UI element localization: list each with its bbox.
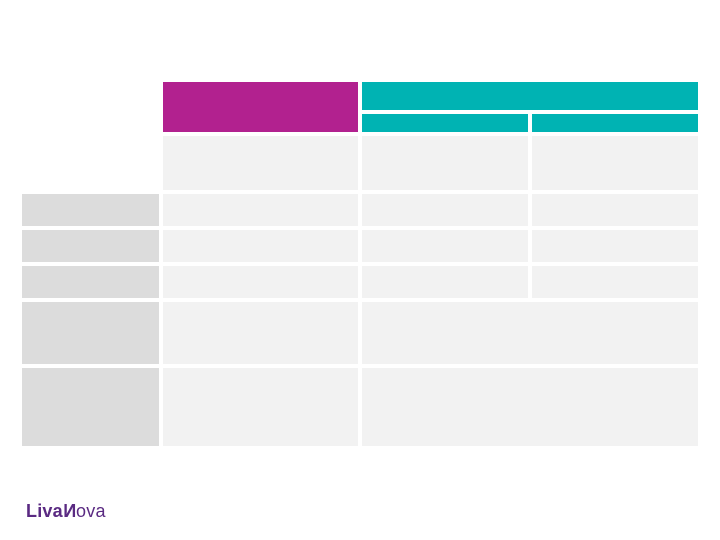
table-cell (362, 266, 528, 298)
table-cell (532, 114, 698, 132)
table-cell (22, 114, 159, 132)
table-row (22, 114, 698, 132)
table-cell (22, 82, 159, 110)
table-cell (532, 266, 698, 298)
table-row (22, 194, 698, 226)
table-cell (163, 194, 358, 226)
table-cell (163, 368, 358, 446)
table-cell (22, 194, 159, 226)
table-cell (163, 266, 358, 298)
table-cell (163, 230, 358, 262)
table-cell (22, 266, 159, 298)
table-cell (22, 368, 159, 446)
table-cell (362, 114, 528, 132)
table-cell (532, 136, 698, 190)
table-row (22, 266, 698, 298)
table-cell (362, 82, 698, 110)
comparison-table (18, 78, 702, 450)
table-cell (22, 136, 159, 190)
table-row (22, 230, 698, 262)
table-row (22, 302, 698, 364)
livanova-logo: LivaNova (26, 501, 106, 522)
table-row (22, 82, 698, 110)
comparison-table-container (18, 78, 702, 450)
page: LivaNova (0, 0, 720, 540)
table-cell (22, 302, 159, 364)
table-row (22, 368, 698, 446)
table-cell (362, 302, 698, 364)
table-cell (362, 136, 528, 190)
logo-part-nova: Nova (63, 501, 106, 521)
table-cell (362, 368, 698, 446)
table-cell (532, 194, 698, 226)
table-row (22, 136, 698, 190)
table-cell (163, 302, 358, 364)
table-cell (163, 136, 358, 190)
table-cell (362, 230, 528, 262)
table-cell (22, 230, 159, 262)
table-cell (362, 194, 528, 226)
table-cell (163, 82, 358, 132)
table-cell (532, 230, 698, 262)
logo-part-liva: Liva (26, 501, 63, 521)
